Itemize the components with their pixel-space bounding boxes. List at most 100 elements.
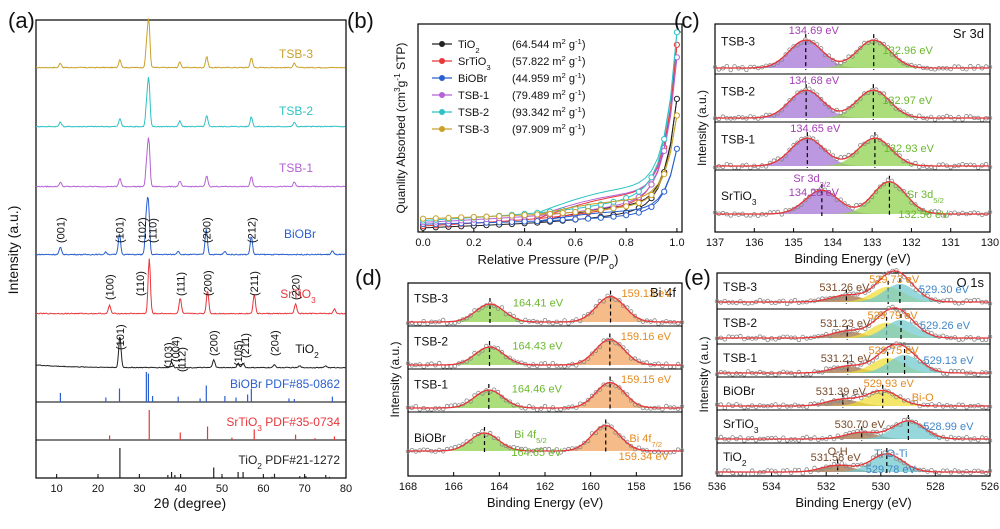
xps-data-point (885, 142, 891, 148)
xps-x-label: Binding Energy (eV) (794, 251, 910, 266)
xps-envelope (717, 343, 990, 374)
bet-legend-name: SrTiO3 (458, 56, 491, 72)
bet-x-label: Relative Pressure (P/Po) (478, 252, 619, 271)
xps-component-fill (715, 90, 990, 118)
xps-data-point (928, 114, 934, 120)
xrd-peak-label: (111) (175, 272, 187, 296)
xps-data-point (822, 147, 828, 153)
xrd-series-biobr (36, 196, 346, 256)
xps-data-point (581, 440, 587, 446)
xrd-series-label: BiOBr (284, 227, 316, 241)
xps-y-label: Intensity (a.u.) (695, 90, 709, 166)
xps-peak-value: 132.56 eV (898, 209, 949, 221)
xrd-x-tick-label: 80 (340, 483, 352, 495)
xps-envelope (715, 181, 990, 215)
bet-point (635, 199, 642, 206)
xrd-x-tick-label: 40 (175, 483, 187, 495)
xps-data-point (827, 434, 833, 440)
xps-data-point (850, 205, 855, 211)
xrd-peak-label: (105) (233, 340, 245, 366)
xps-x-tick-label: 166 (444, 481, 462, 493)
xrd-peak-label: (200) (203, 270, 215, 296)
xrd-peak-label: (001) (55, 217, 67, 243)
xrd-x-tick-label: 20 (92, 483, 104, 495)
xps-data-point (983, 470, 989, 476)
bet-legend-area: (44.959 m2 g-1) (512, 71, 586, 86)
xps-data-point (753, 404, 759, 410)
xps-data-point (605, 422, 610, 427)
bet-point (597, 206, 604, 213)
xps-component-fill (408, 304, 682, 322)
panel-label-c: (c) (674, 8, 700, 33)
xps-peak-value: 530.70 eV (835, 419, 886, 431)
xrd-peak-label: (004) (171, 336, 183, 362)
xps-component-fill (717, 465, 990, 472)
xps-data-point (748, 165, 753, 171)
xps-peak-value: 159.13 eV (621, 288, 672, 300)
xps-x-tick-label: 530 (872, 481, 890, 493)
xps-data-point (421, 319, 426, 324)
xps-peak-value: 529.75 eV (869, 345, 920, 357)
xps-data-point (558, 320, 563, 326)
xps-data-point (792, 402, 798, 407)
xps-data-point (956, 114, 961, 120)
xrd-series-tsb-2 (35, 77, 346, 128)
xps-data-point (749, 435, 755, 441)
xps-data-point (796, 337, 802, 343)
xps-x-tick-label: 534 (762, 481, 780, 493)
xps-x-label: Binding Energy (eV) (795, 495, 911, 510)
bet-point (661, 147, 668, 154)
bet-point (661, 136, 668, 143)
xps-data-point (976, 211, 981, 216)
xps-orbital-label: Bi 4f5/2 (514, 429, 547, 445)
xrd-x-tick-label: 70 (299, 483, 311, 495)
bet-point (648, 174, 655, 181)
xps-data-point (752, 64, 757, 70)
bet-legend-marker (439, 92, 445, 98)
panel-label-d: (d) (355, 265, 382, 290)
bet-point (534, 218, 541, 225)
xps-data-point (535, 407, 540, 413)
xps-data-point (621, 390, 626, 395)
xps-peak-value: 531.26 eV (819, 282, 870, 294)
xps-data-point (897, 107, 902, 112)
bet-point (673, 95, 681, 103)
xps-data-point (979, 212, 985, 218)
xps-sample-label: BiOBr (414, 431, 446, 445)
xps-data-point (924, 164, 930, 170)
xrd-peak-label: (211) (240, 333, 252, 358)
xps-x-tick-label: 134 (824, 237, 842, 249)
xps-data-point (593, 304, 599, 309)
xps-peak-value: 134.69 eV (789, 25, 840, 37)
bet-legend-area: (64.544 m2 g-1) (512, 37, 586, 52)
xps-x-label: Binding Energy (eV) (487, 495, 603, 510)
xps-data-point (738, 299, 743, 304)
xps-data-point (913, 202, 918, 207)
xps-data-point (928, 164, 934, 170)
xrd-peak-label: (200) (201, 217, 213, 243)
xps-data-point (523, 406, 528, 411)
xps-data-point (889, 147, 894, 152)
bet-point (432, 215, 439, 222)
xps-envelope (717, 270, 990, 303)
xps-x-tick-label: 136 (745, 237, 763, 249)
bet-legend-area: (97.909 m2 g-1) (512, 122, 586, 137)
xps-data-point (566, 446, 571, 452)
xps-x-tick-label: 528 (926, 481, 944, 493)
xps-data-point (820, 370, 825, 375)
xps-data-point (720, 210, 726, 216)
xrd-series-tsb-1 (35, 137, 346, 188)
xps-component-fill (408, 390, 682, 408)
xps-envelope (717, 453, 990, 473)
xps-data-point (890, 424, 895, 430)
xps-data-point (788, 470, 794, 475)
xps-data-point (964, 162, 969, 168)
xps-title: O 1s (957, 275, 985, 290)
xps-envelope (715, 89, 990, 119)
xps-peak-value: 531.39 eV (816, 386, 867, 398)
xps-peak-value: 529.79 eV (867, 310, 918, 322)
bet-point (534, 211, 541, 218)
xrd-x-label: 2θ (degree) (154, 495, 226, 511)
xrd-series-tio2 (35, 336, 346, 369)
xps-data-point (901, 188, 906, 194)
